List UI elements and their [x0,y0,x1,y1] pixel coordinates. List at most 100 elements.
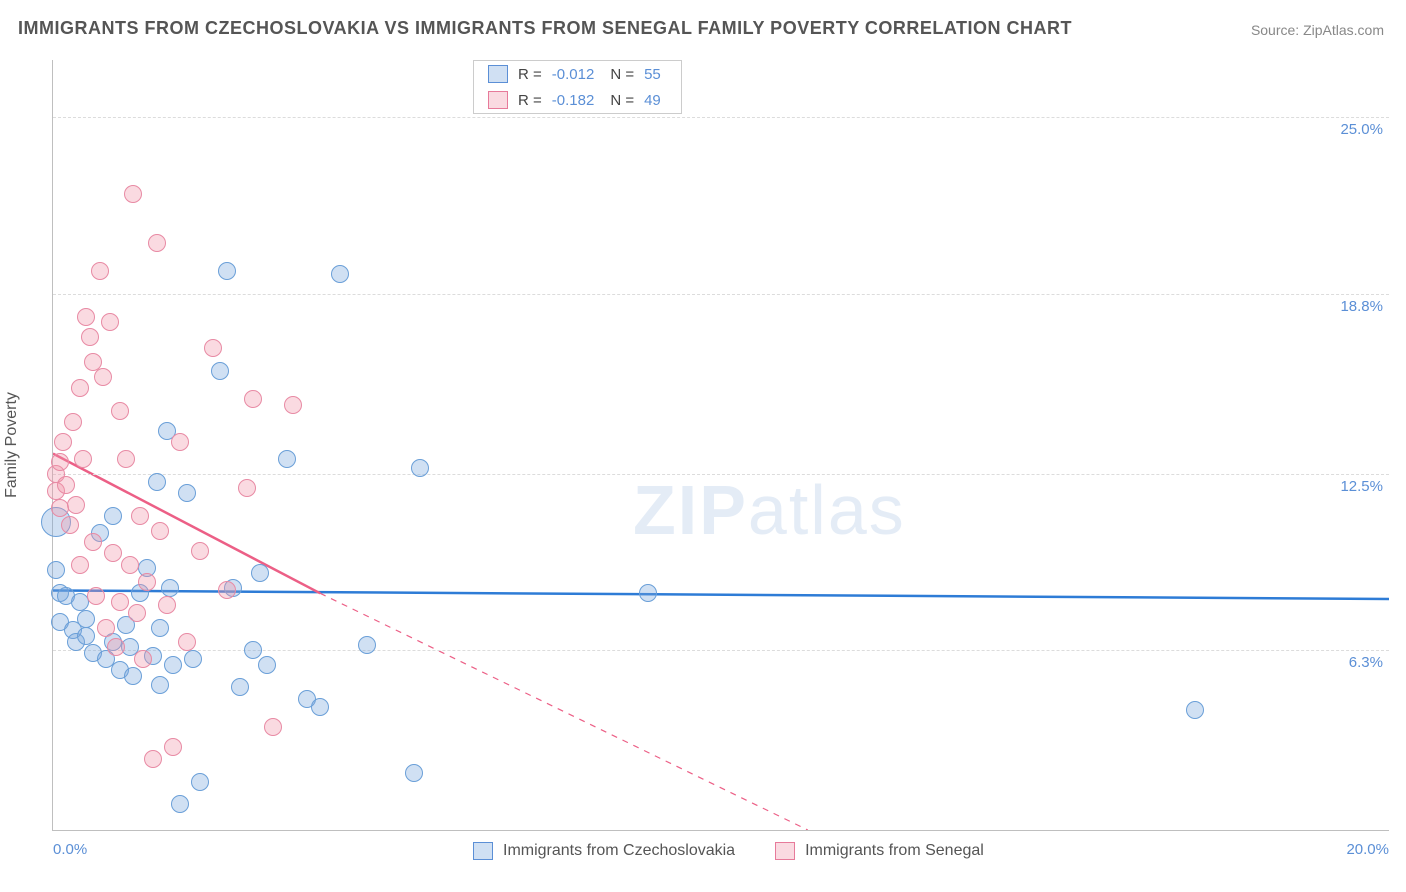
scatter-point [138,573,156,591]
scatter-point [111,402,129,420]
scatter-point [211,362,229,380]
legend-row-senegal: R = -0.182 N = 49 [474,87,681,113]
scatter-point [231,678,249,696]
scatter-point [71,379,89,397]
scatter-point [51,453,69,471]
scatter-point [639,584,657,602]
n-value-senegal: 49 [644,92,661,109]
y-tick-label: 12.5% [1340,478,1383,495]
scatter-point [54,433,72,451]
scatter-point [111,593,129,611]
scatter-point [244,641,262,659]
watermark-bold: ZIP [633,471,748,549]
chart-container: IMMIGRANTS FROM CZECHOSLOVAKIA VS IMMIGR… [0,0,1406,892]
x-tick-label: 0.0% [53,841,87,858]
scatter-point [121,556,139,574]
scatter-point [218,581,236,599]
scatter-point [178,484,196,502]
scatter-point [264,718,282,736]
r-label: R = [518,92,542,109]
scatter-point [107,638,125,656]
scatter-point [91,262,109,280]
scatter-point [178,633,196,651]
source-label: Source: ZipAtlas.com [1251,22,1384,38]
n-label: N = [610,66,634,83]
plot-area: ZIPatlas R = -0.012 N = 55 R = -0.182 N … [52,60,1389,831]
scatter-point [131,507,149,525]
scatter-point [411,459,429,477]
scatter-point [67,496,85,514]
scatter-point [171,795,189,813]
legend-item-senegal: Immigrants from Senegal [775,842,984,860]
scatter-point [158,596,176,614]
scatter-point [94,368,112,386]
scatter-point [97,619,115,637]
scatter-point [57,476,75,494]
y-tick-label: 18.8% [1340,298,1383,315]
swatch-icon [488,65,508,83]
scatter-point [81,328,99,346]
y-tick-label: 6.3% [1349,654,1383,671]
r-label: R = [518,66,542,83]
scatter-point [171,433,189,451]
scatter-point [47,561,65,579]
scatter-point [358,636,376,654]
y-tick-label: 25.0% [1340,121,1383,138]
scatter-point [311,698,329,716]
scatter-point [184,650,202,668]
scatter-point [405,764,423,782]
scatter-point [51,499,69,517]
scatter-point [278,450,296,468]
scatter-point [164,738,182,756]
legend-series: Immigrants from Czechoslovakia Immigrant… [473,842,984,860]
scatter-point [87,587,105,605]
scatter-point [84,533,102,551]
scatter-point [238,479,256,497]
scatter-point [331,265,349,283]
scatter-point [117,450,135,468]
grid-line [53,294,1389,295]
swatch-icon [488,91,508,109]
scatter-point [71,593,89,611]
scatter-point [101,313,119,331]
grid-line [53,474,1389,475]
legend-row-czech: R = -0.012 N = 55 [474,61,681,87]
scatter-point [74,450,92,468]
scatter-point [77,610,95,628]
chart-title: IMMIGRANTS FROM CZECHOSLOVAKIA VS IMMIGR… [18,18,1072,39]
scatter-point [134,650,152,668]
scatter-point [124,667,142,685]
scatter-point [284,396,302,414]
scatter-point [148,234,166,252]
x-tick-label: 20.0% [1346,841,1389,858]
scatter-point [124,185,142,203]
legend-label-czech: Immigrants from Czechoslovakia [503,842,735,860]
n-value-czech: 55 [644,66,661,83]
scatter-point [258,656,276,674]
grid-line [53,117,1389,118]
scatter-point [64,413,82,431]
scatter-point [164,656,182,674]
scatter-point [1186,701,1204,719]
scatter-point [204,339,222,357]
swatch-icon [473,842,493,860]
scatter-point [151,619,169,637]
y-axis-title: Family Poverty [3,392,21,498]
scatter-point [144,750,162,768]
scatter-point [244,390,262,408]
scatter-point [151,676,169,694]
scatter-point [191,773,209,791]
scatter-point [148,473,166,491]
scatter-point [191,542,209,560]
legend-label-senegal: Immigrants from Senegal [805,842,984,860]
legend-item-czech: Immigrants from Czechoslovakia [473,842,735,860]
swatch-icon [775,842,795,860]
scatter-point [77,627,95,645]
n-label: N = [610,92,634,109]
r-value-czech: -0.012 [552,66,595,83]
legend-correlation: R = -0.012 N = 55 R = -0.182 N = 49 [473,60,682,114]
scatter-point [128,604,146,622]
scatter-point [104,544,122,562]
scatter-point [104,507,122,525]
scatter-point [77,308,95,326]
